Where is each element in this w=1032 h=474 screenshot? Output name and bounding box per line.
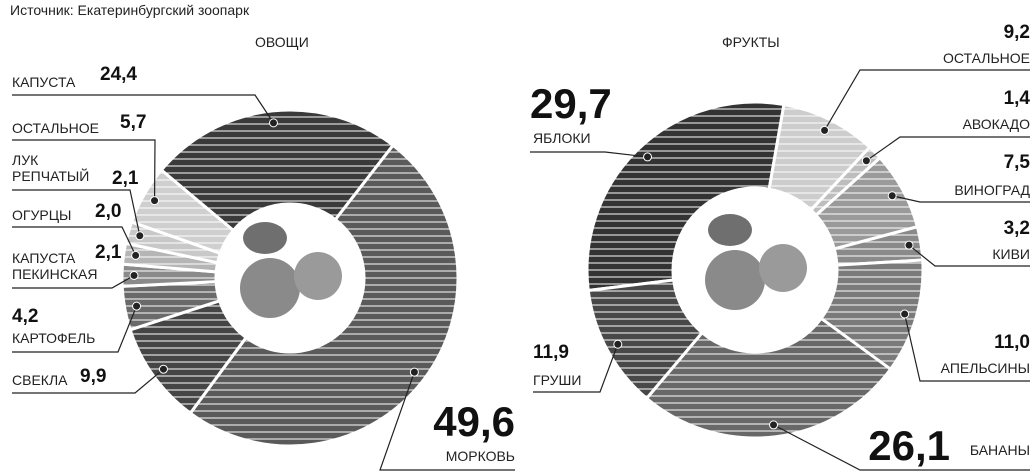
value-label: 11,0	[994, 332, 1030, 353]
leader-dot	[769, 420, 779, 430]
category-label: КАПУСТА ПЕКИНСКАЯ	[12, 250, 98, 282]
leader	[379, 371, 515, 471]
leader-dot	[887, 191, 897, 201]
leader	[824, 69, 1030, 131]
leader-dot	[613, 339, 623, 349]
chart-title: ОВОЩИ	[255, 34, 309, 50]
category-label: АВОКАДО	[962, 116, 1030, 132]
leader-dot	[409, 367, 419, 377]
value-label: 9,9	[80, 366, 107, 387]
leader	[12, 305, 138, 353]
leader-dot	[861, 156, 871, 166]
value-label: 24,4	[100, 64, 137, 85]
icon	[294, 252, 342, 300]
category-label: КАРТОФЕЛЬ	[12, 330, 96, 346]
leader	[533, 344, 619, 393]
leader	[12, 94, 274, 124]
value-label: 2,1	[95, 242, 122, 263]
category-label: БАНАНЫ	[969, 442, 1030, 458]
leader	[12, 189, 141, 236]
leader-dot	[643, 152, 653, 162]
value-label: 26,1	[868, 422, 950, 469]
icon	[705, 250, 765, 310]
category-label: СВЕКЛА	[12, 372, 68, 388]
value-label: 49,6	[433, 398, 515, 445]
leader	[12, 139, 156, 201]
category-label: ОГУРЦЫ	[12, 207, 72, 223]
value-label: 2,1	[112, 168, 139, 189]
icon	[759, 244, 807, 292]
leader	[892, 195, 1030, 203]
leader-dot	[158, 364, 168, 374]
category-label: МОРКОВЬ	[445, 448, 515, 464]
category-label: ОСТАЛЬНОЕ	[943, 50, 1030, 66]
leader	[12, 368, 164, 394]
leader	[12, 274, 135, 289]
leader-dot	[132, 301, 142, 311]
category-label: ЯБЛОКИ	[533, 130, 591, 146]
category-label: ОСТАЛЬНОЕ	[12, 120, 99, 136]
value-label: 5,7	[120, 112, 147, 133]
category-label: КАПУСТА	[12, 74, 76, 90]
leader	[773, 424, 1030, 471]
leader	[904, 313, 1030, 382]
chart-title: ФРУКТЫ	[722, 34, 780, 50]
value-label: 11,9	[533, 342, 569, 363]
category-label: ЛУК РЕПЧАТЫЙ	[12, 152, 90, 184]
value-label: 29,7	[530, 80, 612, 127]
icon	[243, 222, 287, 254]
icon	[240, 258, 300, 318]
leader	[908, 244, 1030, 267]
category-label: КИВИ	[992, 246, 1030, 262]
icon	[708, 214, 752, 246]
leader-dot	[904, 240, 914, 250]
wedge	[586, 278, 705, 401]
value-label: 4,2	[12, 306, 39, 327]
leader-dot	[900, 309, 910, 319]
leader-dot	[820, 125, 830, 135]
leader-dot	[135, 231, 145, 241]
leader-dot	[268, 118, 278, 128]
leader	[12, 226, 137, 256]
value-label: 9,2	[1003, 22, 1030, 43]
category-label: ГРУШИ	[533, 372, 582, 388]
leader	[866, 136, 1030, 162]
leader-dot	[131, 250, 141, 260]
leader	[530, 151, 648, 158]
value-label: 7,5	[1003, 152, 1030, 173]
category-label: ВИНОГРАД	[954, 182, 1030, 198]
source: Источник: Екатеринбургский зоопарк	[10, 2, 250, 18]
category-label: АПЕЛЬСИНЫ	[940, 360, 1030, 376]
wedge	[129, 167, 236, 256]
value-label: 3,2	[1003, 218, 1030, 239]
value-label: 2,0	[95, 201, 122, 222]
leader-dot	[129, 270, 139, 280]
value-label: 1,4	[1003, 88, 1030, 109]
leader-dot	[150, 196, 160, 206]
